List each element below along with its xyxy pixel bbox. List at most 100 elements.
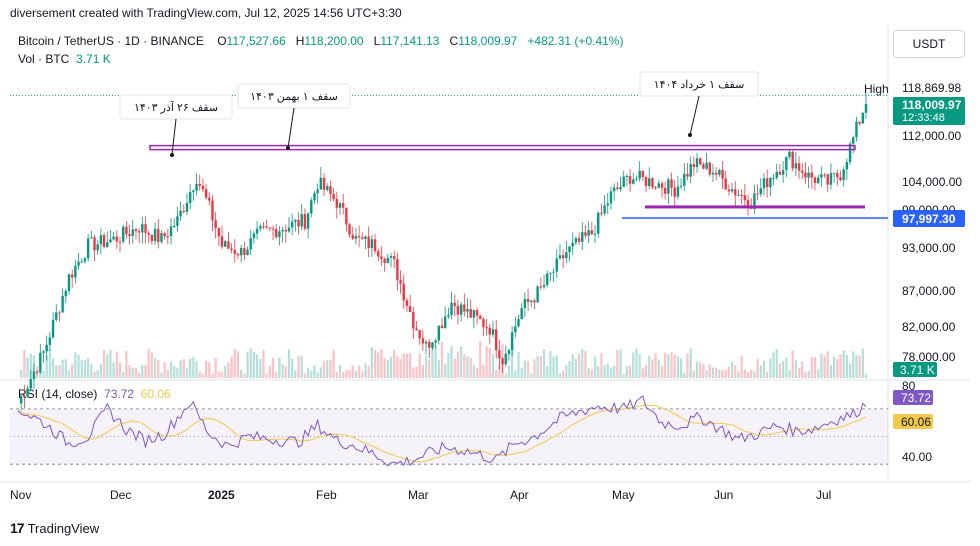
volume-bar bbox=[702, 364, 705, 378]
volume-bar bbox=[166, 369, 169, 378]
candle-body bbox=[259, 226, 262, 229]
volume-bar bbox=[542, 349, 546, 378]
candle-body bbox=[239, 248, 243, 256]
candle-body bbox=[364, 236, 367, 239]
volume-bar bbox=[670, 352, 673, 378]
candle-body bbox=[48, 337, 52, 345]
candle-body bbox=[530, 300, 533, 302]
candle-body bbox=[386, 257, 390, 264]
volume-bar bbox=[498, 364, 501, 378]
symbol-name[interactable]: Bitcoin / TetherUS · 1D · BINANCE bbox=[18, 34, 204, 48]
candle-body bbox=[313, 193, 316, 201]
candle-body bbox=[539, 286, 543, 288]
candle-body bbox=[357, 236, 361, 238]
candle-body bbox=[335, 199, 339, 208]
candle-body bbox=[711, 172, 715, 175]
volume-bar bbox=[587, 368, 590, 378]
volume-bar bbox=[676, 356, 680, 378]
volume-bar bbox=[590, 369, 593, 378]
volume-bar bbox=[284, 366, 287, 378]
candle-body bbox=[788, 151, 791, 157]
volume-bar bbox=[858, 355, 861, 378]
volume-bar bbox=[549, 351, 552, 378]
volume-bar bbox=[495, 369, 498, 378]
candle-body bbox=[233, 249, 236, 254]
volume-bar bbox=[683, 372, 686, 378]
candle-body bbox=[192, 190, 195, 192]
volume-bar bbox=[58, 365, 61, 378]
candle-body bbox=[268, 227, 272, 229]
candle-body bbox=[26, 388, 29, 397]
price-tick-label: 87,000.00 bbox=[902, 284, 956, 298]
support-badge bbox=[893, 210, 965, 227]
candle-body bbox=[797, 163, 801, 171]
volume-bar bbox=[577, 353, 581, 378]
candle-body bbox=[39, 352, 42, 373]
volume-bar bbox=[845, 355, 848, 378]
candle-body bbox=[96, 244, 99, 251]
volume-bar bbox=[319, 367, 322, 378]
time-tick-label: Mar bbox=[408, 488, 429, 502]
volume-bar bbox=[354, 371, 358, 378]
candle-body bbox=[765, 178, 769, 188]
candle-body bbox=[753, 193, 756, 209]
candle-body bbox=[275, 229, 278, 238]
volume-bar bbox=[651, 359, 654, 378]
high-label: H bbox=[295, 34, 305, 48]
candle-body bbox=[341, 203, 345, 208]
volume-bar bbox=[536, 355, 539, 378]
candle-body bbox=[367, 236, 370, 249]
volume-label[interactable]: Vol · BTC bbox=[18, 52, 70, 66]
rsi-label[interactable]: RSI (14, close) bbox=[18, 387, 98, 401]
candle-body bbox=[58, 312, 61, 314]
annotation-label: سقف ۱ خرداد ۱۴۰۴ bbox=[654, 79, 745, 91]
candle-body bbox=[520, 308, 523, 320]
volume-bar bbox=[303, 373, 307, 378]
candle-body bbox=[606, 203, 609, 206]
volume-bar bbox=[87, 358, 90, 378]
symbol-info: Bitcoin / TetherUS · 1D · BINANCE O117,5… bbox=[18, 34, 623, 48]
candle-body bbox=[654, 187, 657, 189]
volume-bar bbox=[695, 361, 699, 378]
volume-bar bbox=[364, 363, 367, 378]
candle-body bbox=[255, 228, 259, 234]
volume-bar bbox=[189, 358, 192, 378]
candle-body bbox=[19, 395, 23, 404]
annotation-label: سقف ۲۶ آذر ۱۴۰۳ bbox=[134, 101, 218, 114]
candle-body bbox=[510, 332, 514, 351]
volume-bar bbox=[504, 373, 507, 378]
volume-bar bbox=[195, 361, 198, 378]
volume-bar bbox=[214, 357, 217, 378]
volume-bar bbox=[479, 341, 482, 378]
candle-body bbox=[306, 213, 310, 229]
candle-body bbox=[77, 261, 80, 266]
candle-body bbox=[485, 327, 488, 329]
candle-body bbox=[373, 239, 377, 252]
support-zone bbox=[645, 205, 865, 209]
volume-bar bbox=[313, 365, 316, 378]
volume-bar bbox=[584, 350, 587, 378]
volume-bar bbox=[654, 352, 657, 378]
candle-body bbox=[80, 261, 83, 263]
countdown: 12:33:48 bbox=[902, 112, 945, 124]
rsi-badge bbox=[893, 390, 933, 405]
volume-bar bbox=[322, 361, 326, 378]
candle-body bbox=[600, 212, 603, 214]
candle-body bbox=[408, 306, 412, 313]
candle-body bbox=[64, 291, 68, 297]
volume-bar bbox=[326, 360, 329, 378]
volume-bar bbox=[823, 355, 826, 378]
candle-body bbox=[428, 341, 431, 348]
currency-button[interactable]: USDT bbox=[893, 30, 965, 58]
candle-body bbox=[55, 312, 58, 320]
volume-bar bbox=[705, 370, 708, 378]
candle-body bbox=[845, 161, 849, 170]
candle-body bbox=[431, 342, 434, 348]
volume-bar bbox=[475, 367, 479, 378]
high-label: High bbox=[864, 82, 889, 96]
volume-bar bbox=[568, 360, 571, 378]
volume-bar bbox=[546, 366, 549, 378]
volume-bar bbox=[453, 358, 456, 378]
volume-bar bbox=[230, 356, 233, 378]
